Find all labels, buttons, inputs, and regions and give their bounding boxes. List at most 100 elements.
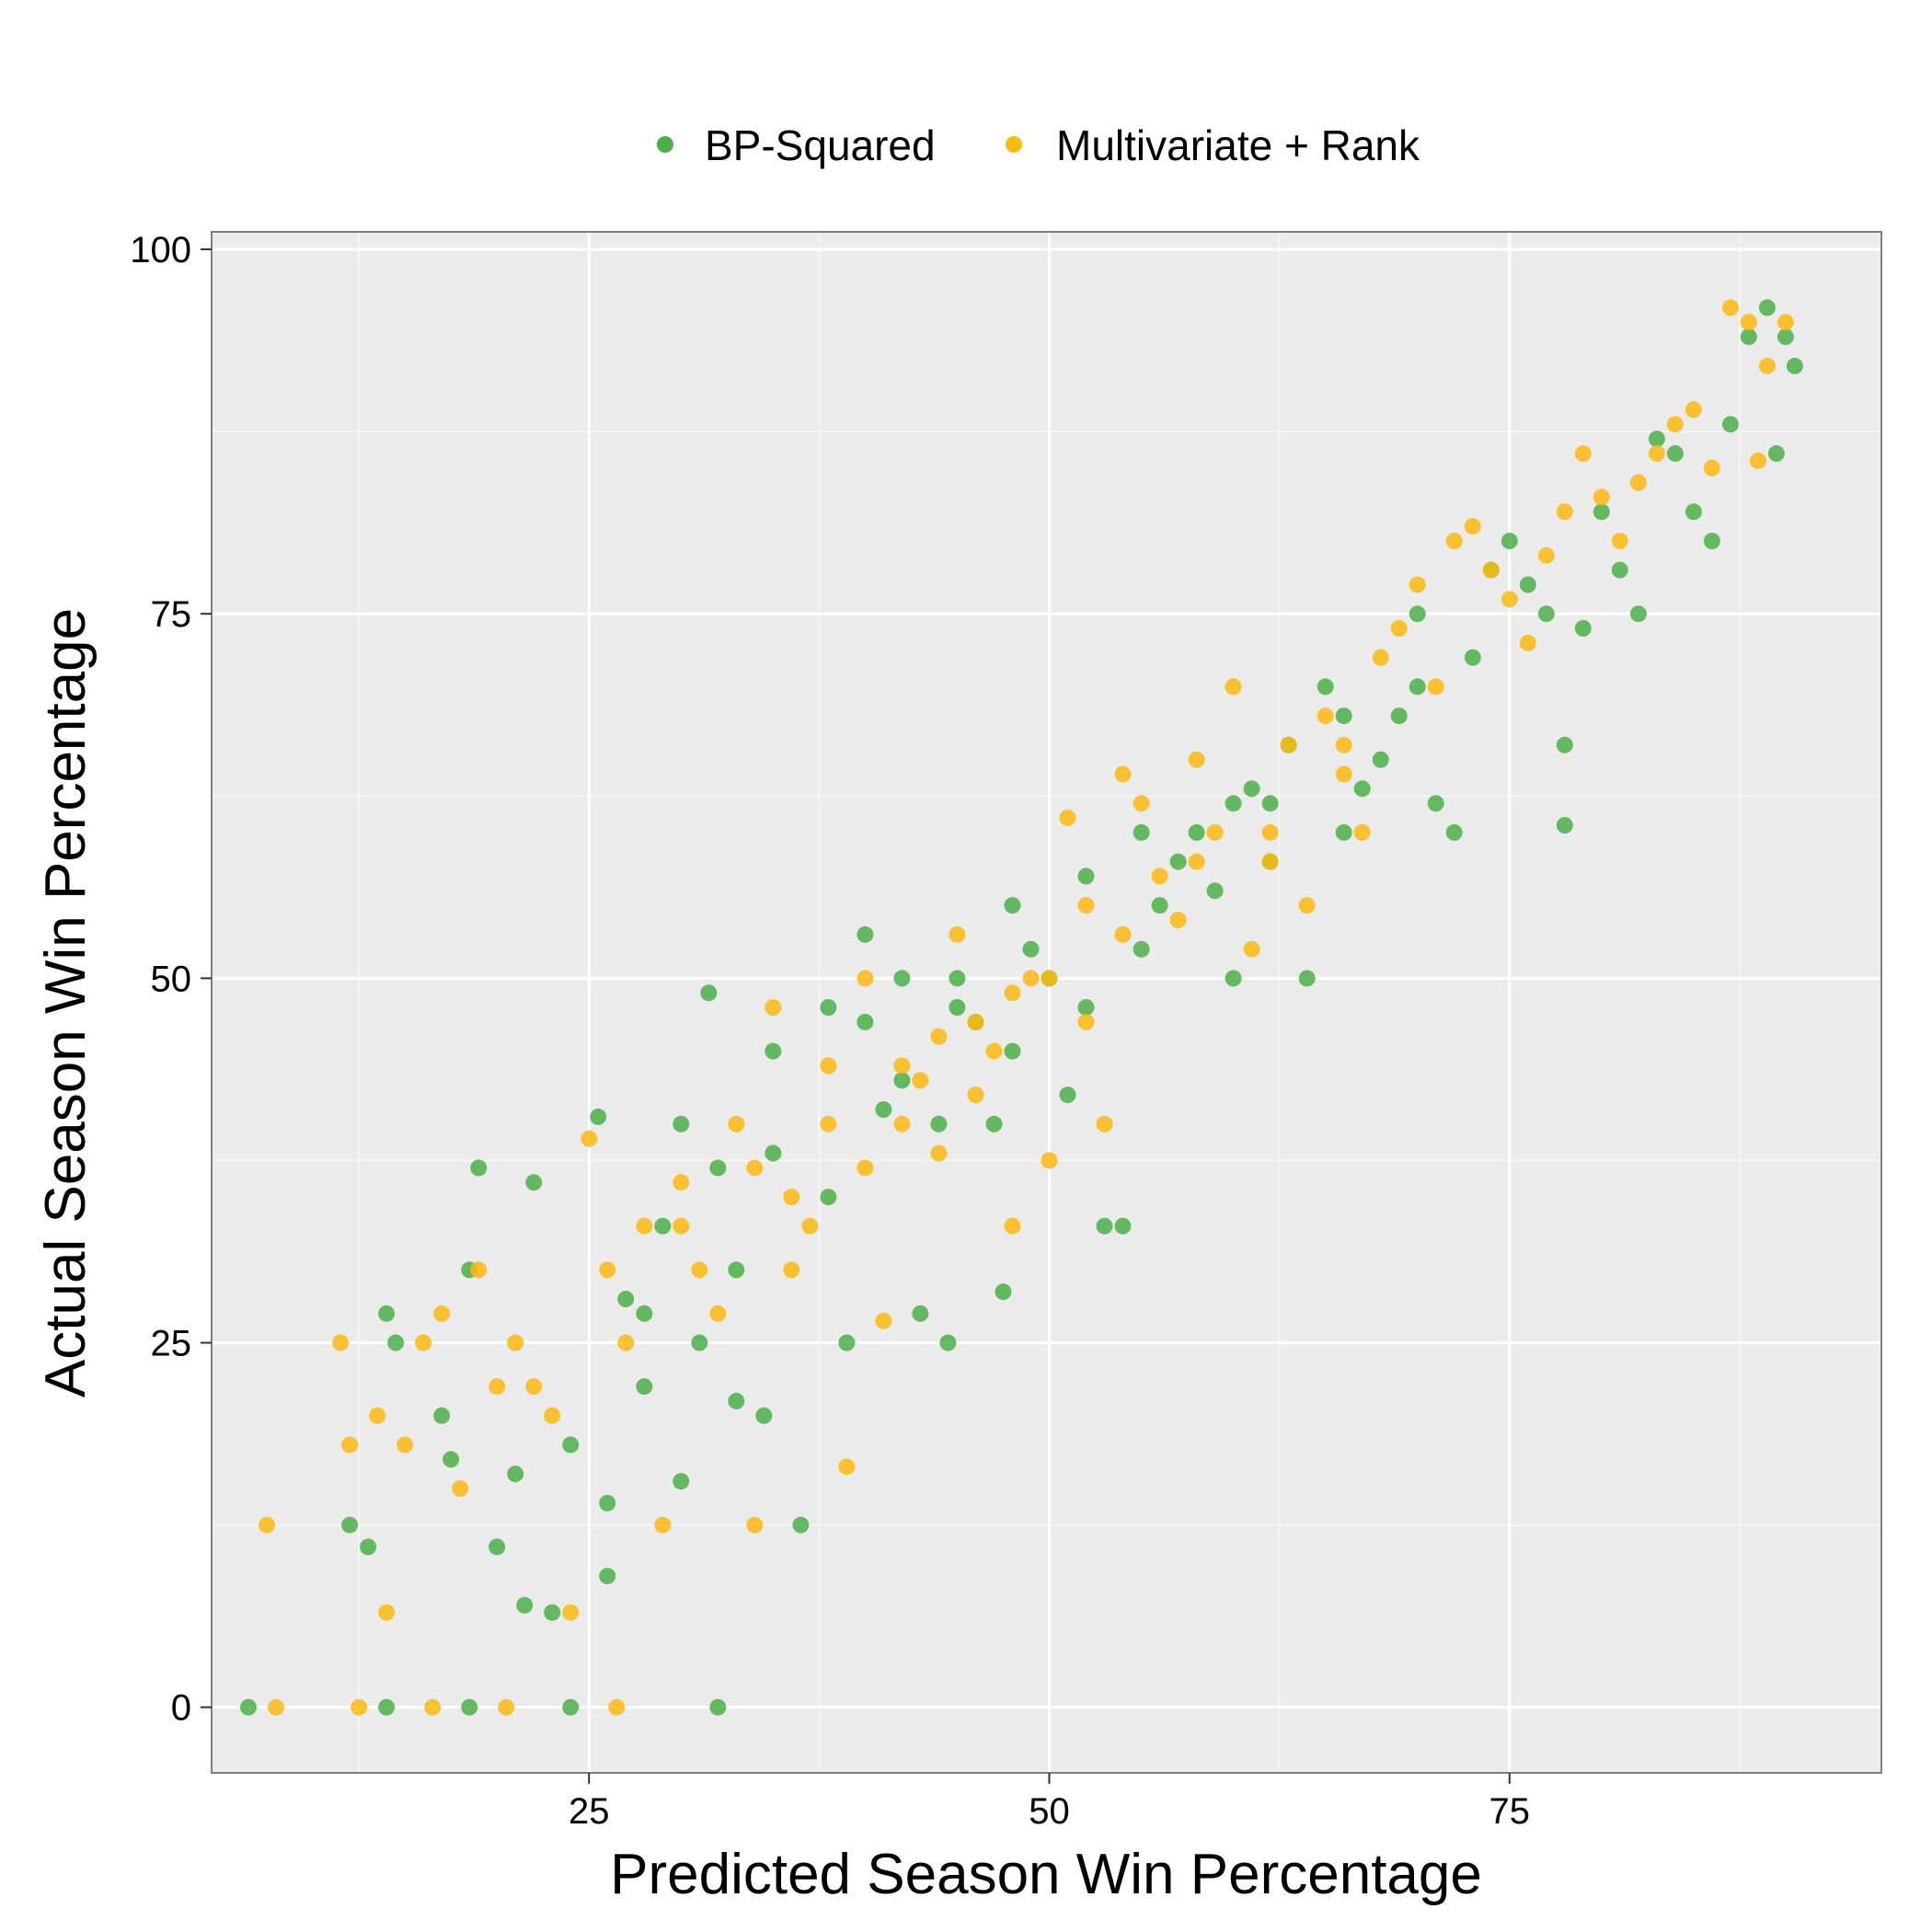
data-point-bp-squared [820, 999, 837, 1016]
data-point-multivariate-rank [893, 1115, 911, 1133]
data-point-multivariate-rank [1648, 444, 1665, 462]
data-point-bp-squared [949, 999, 966, 1016]
data-point-multivariate-rank [838, 1458, 856, 1476]
data-point-bp-squared [728, 1261, 745, 1279]
data-point-multivariate-rank [783, 1189, 800, 1206]
data-point-multivariate-rank [875, 1312, 892, 1329]
data-point-multivariate-rank [820, 1057, 837, 1075]
legend: BP-Squared Multivariate + Rank [657, 121, 1420, 169]
data-point-multivariate-rank [1721, 299, 1739, 316]
data-point-bp-squared [1501, 533, 1518, 549]
data-point-multivariate-rank [691, 1261, 708, 1279]
data-point-multivariate-rank [930, 1028, 948, 1045]
legend-label-multivariate-rank: Multivariate + Rank [1056, 121, 1420, 169]
data-point-multivariate-rank [1206, 823, 1224, 841]
data-point-bp-squared [654, 1217, 672, 1235]
data-point-bp-squared [1077, 999, 1095, 1016]
data-point-multivariate-rank [1390, 620, 1408, 637]
data-point-multivariate-rank [544, 1407, 561, 1424]
data-point-multivariate-rank [397, 1436, 414, 1454]
data-point-multivariate-rank [985, 1042, 1003, 1060]
data-point-multivariate-rank [1059, 810, 1076, 826]
data-point-bp-squared [1556, 817, 1573, 834]
data-point-multivariate-rank [498, 1698, 515, 1716]
data-point-bp-squared [544, 1604, 561, 1621]
data-point-bp-squared [1574, 620, 1592, 637]
y-tick-label: 50 [151, 959, 192, 999]
data-point-multivariate-rank [259, 1516, 275, 1534]
data-point-multivariate-rank [1004, 1217, 1021, 1235]
y-tick-label: 75 [151, 594, 192, 635]
data-point-multivariate-rank [507, 1334, 524, 1351]
data-point-multivariate-rank [1611, 533, 1628, 549]
data-point-bp-squared [590, 1108, 607, 1125]
data-point-bp-squared [1206, 882, 1224, 900]
data-point-multivariate-rank [1261, 823, 1279, 841]
data-point-multivariate-rank [893, 1057, 911, 1075]
data-point-bp-squared [1685, 503, 1702, 521]
plot-panel-border [211, 231, 1882, 1774]
data-point-bp-squared [939, 1334, 957, 1351]
data-point-bp-squared [1335, 823, 1352, 841]
data-point-multivariate-rank [1519, 634, 1536, 651]
points-layer [240, 299, 1803, 1716]
data-point-multivariate-rank [1151, 868, 1168, 885]
data-point-multivariate-rank [1703, 459, 1720, 477]
data-point-bp-squared [709, 1159, 727, 1177]
data-point-bp-squared [985, 1115, 1003, 1133]
data-point-bp-squared [1298, 970, 1316, 987]
data-point-bp-squared [1519, 576, 1536, 593]
data-point-bp-squared [673, 1115, 690, 1133]
data-point-multivariate-rank [1096, 1115, 1113, 1133]
data-point-bp-squared [599, 1568, 616, 1585]
data-point-multivariate-rank [1629, 474, 1647, 491]
data-point-bp-squared [1243, 780, 1260, 798]
data-point-multivariate-rank [930, 1144, 948, 1162]
data-point-bp-squared [1096, 1217, 1113, 1235]
data-point-bp-squared [617, 1291, 635, 1307]
data-point-bp-squared [1059, 1087, 1076, 1104]
data-point-multivariate-rank [857, 970, 874, 987]
data-point-bp-squared [857, 1013, 874, 1030]
data-point-bp-squared [893, 1072, 911, 1089]
data-point-bp-squared [443, 1451, 460, 1468]
data-point-bp-squared [912, 1305, 929, 1322]
data-point-multivariate-rank [452, 1480, 469, 1497]
data-point-bp-squared [489, 1538, 506, 1556]
data-point-bp-squared [1133, 823, 1150, 841]
data-point-multivariate-rank [1114, 926, 1132, 943]
data-point-bp-squared [1648, 431, 1665, 447]
data-point-multivariate-rank [1317, 707, 1334, 725]
data-point-multivariate-rank [636, 1217, 653, 1235]
data-point-multivariate-rank [1501, 591, 1518, 608]
data-point-multivariate-rank [1077, 1013, 1095, 1030]
data-point-multivariate-rank [1133, 795, 1150, 812]
data-point-bp-squared [1188, 823, 1205, 841]
data-point-multivariate-rank [1280, 736, 1297, 753]
data-point-bp-squared [240, 1698, 257, 1716]
data-point-multivariate-rank [967, 1013, 984, 1030]
data-point-multivariate-rank [424, 1698, 442, 1716]
data-point-bp-squared [1114, 1217, 1132, 1235]
data-point-multivariate-rank [599, 1261, 616, 1279]
data-point-bp-squared [1629, 605, 1647, 623]
data-point-multivariate-rank [1169, 912, 1187, 928]
legend-label-bp-squared: BP-Squared [705, 121, 936, 169]
data-point-multivariate-rank [1335, 736, 1352, 753]
data-point-bp-squared [691, 1334, 708, 1351]
data-point-multivariate-rank [1004, 984, 1021, 1002]
data-point-bp-squared [1004, 897, 1021, 914]
data-point-bp-squared [1767, 444, 1785, 462]
y-tick-label: 100 [130, 230, 191, 270]
data-point-bp-squared [1427, 795, 1444, 812]
data-point-bp-squared [838, 1334, 856, 1351]
data-point-bp-squared [1666, 444, 1684, 462]
data-point-bp-squared [755, 1407, 773, 1424]
data-point-bp-squared [1758, 299, 1776, 316]
x-axis: 25 50 75 [569, 1773, 1530, 1832]
data-point-multivariate-rank [912, 1072, 929, 1089]
data-point-bp-squared [599, 1494, 616, 1512]
data-point-multivariate-rank [378, 1604, 396, 1621]
data-point-multivariate-rank [369, 1407, 386, 1424]
